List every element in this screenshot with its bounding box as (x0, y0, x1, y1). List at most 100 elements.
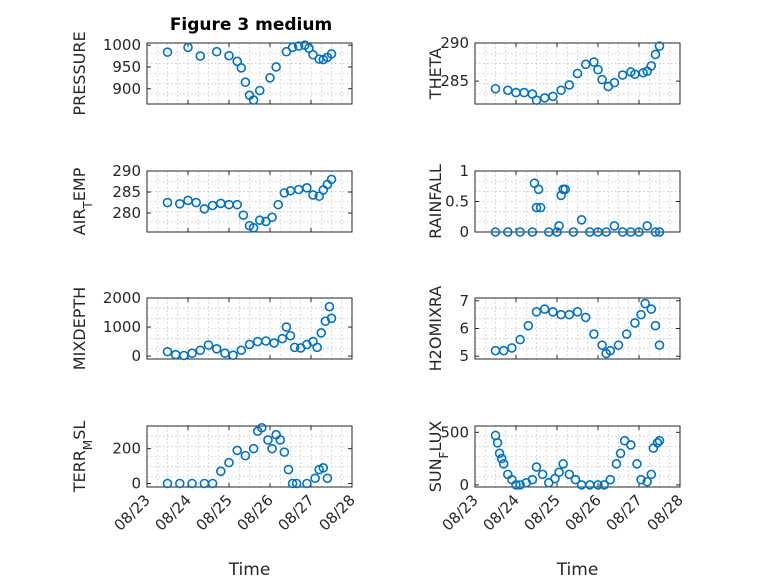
data-point (162, 478, 173, 489)
y-tick-label: 6 (459, 320, 469, 338)
data-point (615, 448, 626, 459)
data-point (263, 435, 273, 445)
data-point (498, 459, 509, 469)
data-point (652, 438, 663, 448)
data-point (558, 459, 568, 469)
data-point (302, 183, 312, 193)
data-point (277, 333, 288, 344)
y-axis-label: TERRMSL (70, 421, 95, 494)
data-point (625, 440, 636, 450)
data-point (609, 221, 620, 231)
y-tick-label: 950 (112, 58, 141, 76)
data-point (254, 85, 265, 96)
data-point (502, 227, 513, 237)
y-axis-label-main: AIR (70, 209, 89, 236)
axis-frame (474, 42, 681, 105)
data-point (162, 197, 173, 208)
data-point (162, 47, 173, 57)
data-point (287, 478, 298, 489)
data-point (310, 473, 320, 484)
data-point (535, 202, 546, 213)
y-tick-label: 0 (131, 475, 141, 493)
data-point (597, 340, 607, 350)
y-axis-label-subscript: F (437, 451, 451, 458)
y-axis-label-rest: LUX (426, 421, 445, 452)
data-point (326, 313, 337, 324)
data-point (207, 478, 218, 489)
data-point (162, 346, 173, 357)
data-point (271, 62, 281, 72)
data-point (650, 49, 661, 60)
data-point (195, 345, 206, 356)
data-point (498, 345, 509, 356)
y-tick-label: 1000 (103, 36, 141, 54)
data-point (515, 480, 525, 490)
data-point (507, 343, 517, 353)
data-point (269, 338, 279, 348)
data-point (560, 184, 571, 195)
data-point (650, 320, 661, 331)
data-point (646, 469, 657, 480)
y-tick-label: 200 (112, 440, 141, 458)
subplot-3: 280 285 290 AIRTEMP (70, 162, 353, 235)
subplot-1: 900 950 1000 PRESSURE (70, 31, 353, 116)
data-point (564, 80, 575, 90)
data-point (515, 334, 525, 345)
data-point (533, 184, 544, 195)
y-tick-label: 285 (440, 72, 469, 90)
subplot-5: 0 1000 2000 MIXDEPTH (70, 287, 353, 370)
y-tick-label: 280 (112, 204, 141, 222)
y-tick-label: 5 (459, 347, 469, 365)
data-point (318, 463, 329, 473)
y-tick-label: 7 (459, 292, 469, 310)
data-point (316, 328, 327, 338)
data-point (511, 480, 521, 490)
data-point (490, 227, 501, 237)
data-point (589, 329, 599, 339)
subplot-4: 0 0.5 1 RAINFALL (426, 162, 681, 241)
data-point (515, 227, 525, 237)
data-point (302, 478, 312, 489)
y-axis-label-rest: EMP (70, 167, 89, 201)
data-point (589, 57, 599, 67)
data-point (613, 340, 624, 350)
data-point (308, 49, 318, 60)
data-point (548, 91, 558, 102)
subplot-6: 5 6 7 H2OMIXRA (426, 286, 681, 371)
y-tick-label: 1000 (103, 318, 141, 336)
y-tick-label: 0 (131, 347, 141, 365)
data-point (232, 445, 242, 456)
data-point (236, 345, 247, 356)
y-axis-label: AIRTEMP (70, 167, 95, 235)
y-axis-label: RAINFALL (426, 164, 445, 239)
data-point (640, 298, 650, 309)
y-tick-label: 290 (112, 162, 141, 180)
data-point (256, 422, 267, 433)
y-tick-label: 285 (112, 183, 141, 201)
data-point (240, 77, 251, 88)
data-point (267, 212, 277, 223)
data-point (654, 340, 665, 350)
data-point (654, 41, 665, 51)
data-point (281, 46, 292, 57)
data-point (531, 307, 542, 317)
data-point (238, 210, 249, 220)
y-axis-label-main: SUN (426, 458, 445, 492)
data-point (650, 227, 661, 237)
data-point (228, 350, 238, 361)
data-point (523, 320, 534, 331)
data-point (191, 197, 201, 208)
data-point (636, 474, 646, 485)
data-point (568, 227, 579, 237)
series-markers (162, 301, 337, 361)
data-point (211, 46, 222, 57)
y-axis-label-main: TERR (70, 450, 89, 493)
data-point (322, 473, 333, 484)
data-point (267, 443, 277, 454)
data-point (183, 42, 193, 53)
y-tick-label: 2000 (103, 289, 141, 307)
data-point (492, 438, 503, 448)
data-point (593, 64, 603, 75)
